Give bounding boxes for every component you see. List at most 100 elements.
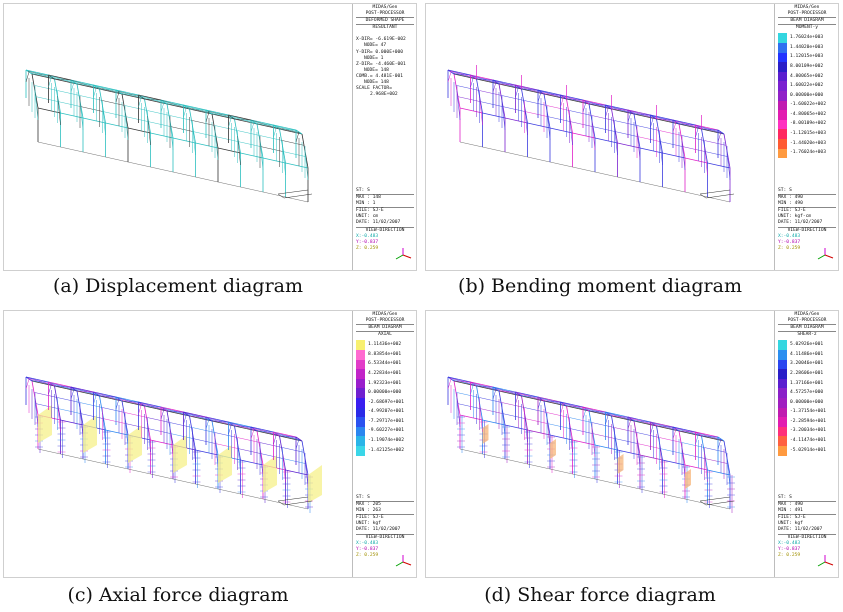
purlin (562, 403, 586, 409)
eave-beam (172, 137, 196, 144)
end-wall (277, 500, 285, 506)
eave-beam (70, 79, 94, 86)
legend-row: -4.80065e+002 (778, 110, 836, 120)
axial-force-fill (83, 415, 97, 453)
brace (189, 415, 207, 418)
brace (611, 415, 629, 418)
eave-beam (93, 84, 117, 91)
ground-line (549, 161, 573, 168)
eave-beam (138, 94, 162, 101)
brace (521, 88, 539, 91)
purlin (472, 383, 496, 389)
ridge-beam (234, 118, 258, 125)
purlin (615, 131, 639, 137)
shear-panel: MIDAS/Gen POST-PROCESSOR BEAM DIAGRAM SH… (425, 310, 839, 578)
legend-swatch (778, 426, 787, 437)
purlin (637, 443, 661, 449)
displacement-caption: (a) Displacement diagram (52, 275, 304, 297)
ridge-beam (521, 395, 545, 402)
ridge-beam (256, 123, 280, 130)
eave-beam (482, 112, 506, 119)
eave-beam (105, 122, 129, 129)
legend-value: 0.00000e+000 (368, 390, 402, 396)
brace (166, 103, 184, 106)
brace (501, 407, 506, 438)
brace (304, 457, 309, 488)
end-wall (705, 500, 735, 506)
axial-force-fill (38, 405, 52, 443)
brace (569, 115, 573, 146)
legend-value: -1.76024e+003 (790, 150, 826, 156)
info-st: ST: S (356, 188, 414, 196)
legend-value: -3.20034e+001 (790, 428, 826, 434)
eave-beam (240, 152, 264, 159)
purlin (635, 125, 659, 131)
brace (588, 410, 606, 413)
info-sub: RESULTANT (372, 25, 398, 31)
eave-beam (160, 406, 184, 413)
purlin (170, 433, 194, 439)
purlin (455, 85, 479, 91)
ridge-beam (633, 420, 657, 427)
purlin (592, 433, 616, 439)
eave-beam (537, 89, 561, 96)
brace (54, 385, 72, 388)
ground-line (82, 151, 106, 158)
legend-row: 1.44020e+003 (778, 42, 836, 53)
eave-beam (594, 444, 618, 451)
eave-beam (617, 142, 641, 149)
ground-line (527, 156, 551, 163)
purlin (33, 85, 57, 91)
eave-beam (470, 381, 494, 388)
ground-line (217, 181, 241, 188)
purlin (215, 443, 239, 449)
purlin (101, 407, 125, 413)
brace (537, 91, 542, 103)
brace (656, 425, 674, 428)
purlin (637, 136, 661, 142)
brace (726, 457, 731, 488)
legend-swatch (778, 369, 787, 379)
brace (25, 378, 30, 390)
legend-swatch (356, 445, 365, 456)
eave-beam (582, 406, 606, 413)
brace (524, 105, 528, 136)
ground-line (127, 468, 151, 475)
purlin (72, 388, 96, 394)
legend-swatch (356, 349, 365, 360)
legend-row: 2.28606e+001 (778, 369, 836, 379)
brace (456, 397, 461, 428)
brace (588, 103, 606, 106)
brace (211, 113, 229, 116)
end-wall (699, 500, 707, 506)
ground-line (172, 478, 196, 485)
brace (99, 88, 117, 91)
legend-swatch (778, 110, 787, 120)
eave-beam (447, 376, 471, 383)
ground-line (150, 166, 174, 173)
brace (611, 108, 629, 111)
ground-line (172, 171, 196, 178)
purlin (230, 116, 254, 122)
eave-beam (560, 94, 584, 101)
purlin (682, 146, 706, 152)
brace (57, 402, 61, 433)
purlin (449, 378, 473, 384)
ridge-beam (144, 98, 168, 105)
purlin (238, 141, 262, 147)
eave-beam (684, 157, 708, 164)
eave-beam (150, 132, 174, 139)
purlin (275, 126, 299, 132)
brace (259, 140, 264, 171)
brace (470, 383, 474, 395)
purlin (185, 413, 209, 419)
ridge-beam (54, 385, 78, 392)
brace (102, 105, 106, 136)
ridge-beam (234, 425, 258, 432)
brace (160, 408, 165, 420)
purlin (478, 397, 502, 403)
ridge-beam (121, 400, 145, 407)
ground-line (482, 453, 506, 460)
purlin (480, 101, 504, 107)
brace (138, 96, 142, 108)
